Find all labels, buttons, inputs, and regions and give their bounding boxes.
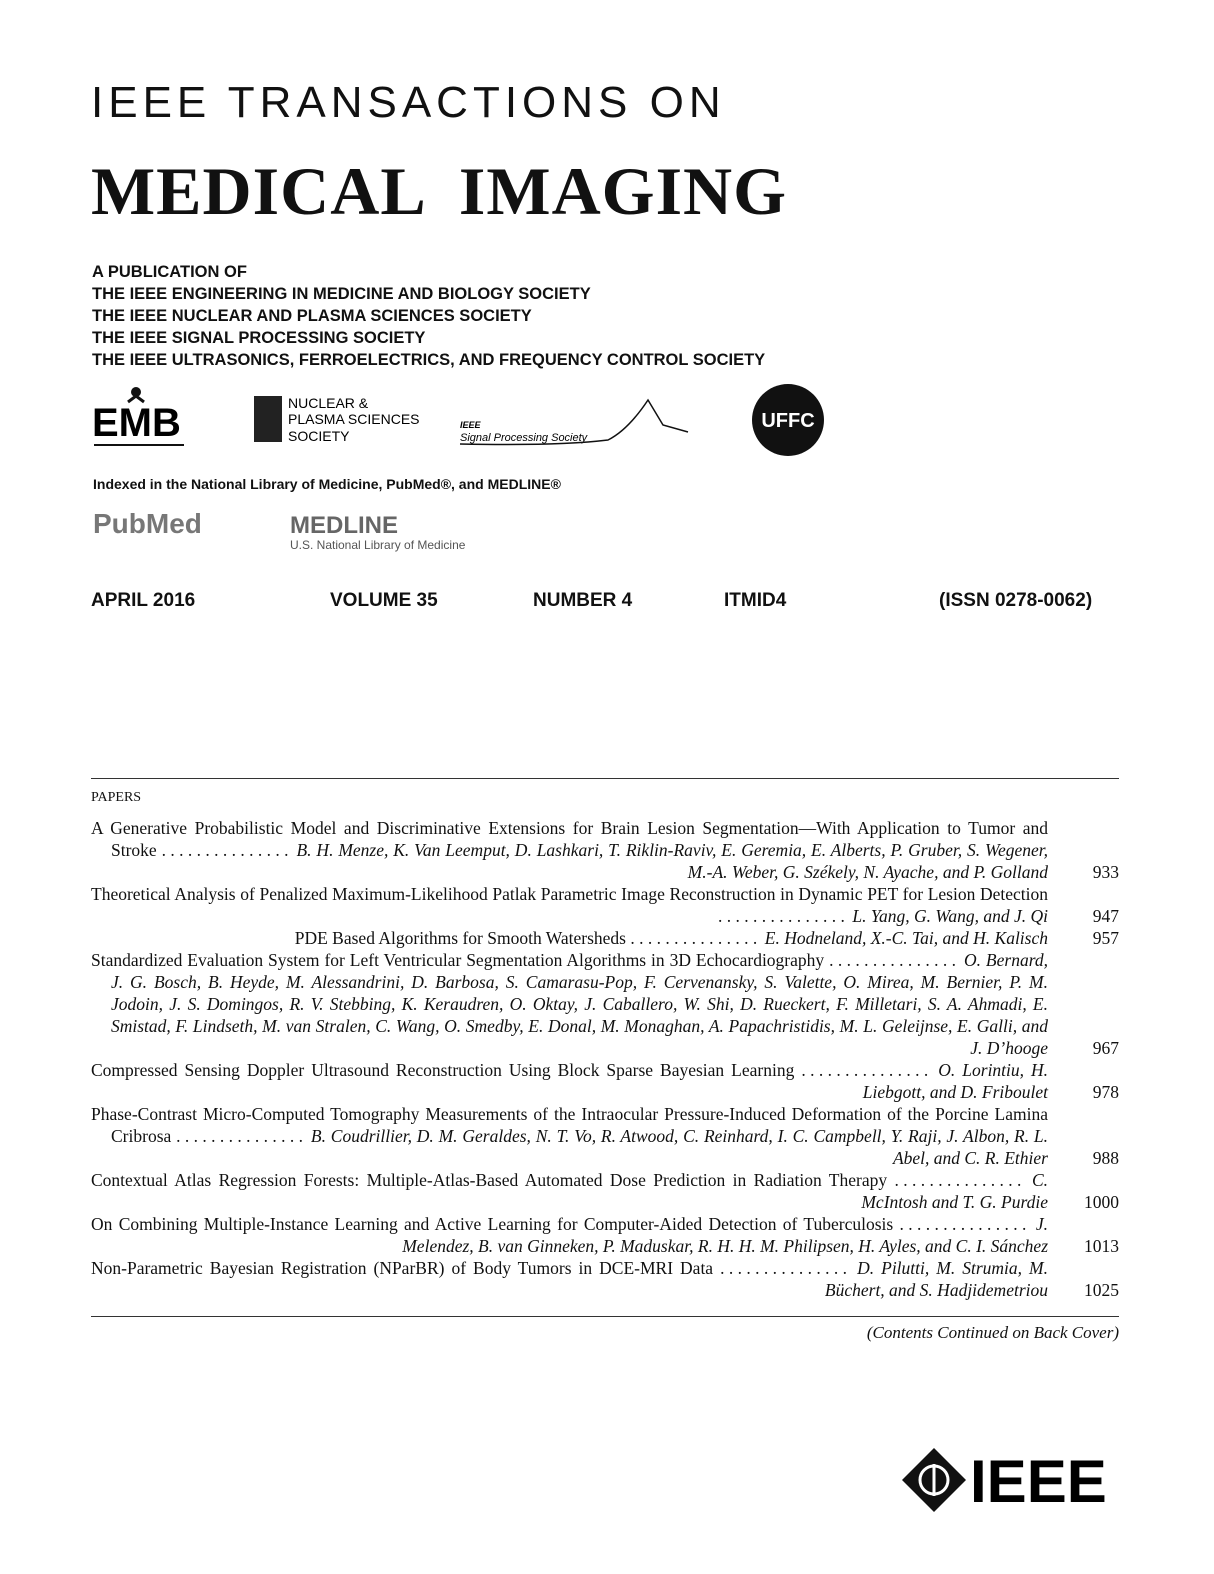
paper-body: Compressed Sensing Doppler Ultrasound Re… xyxy=(91,1059,1048,1103)
paper-authors: D. Pilutti, M. Strumia, M. Büchert, and … xyxy=(824,1258,1048,1300)
paper-body: Non-Parametric Bayesian Registration (NP… xyxy=(91,1257,1048,1301)
paper-authors: L. Yang, G. Wang, and J. Qi xyxy=(852,906,1048,926)
paper-title: PDE Based Algorithms for Smooth Watershe… xyxy=(294,928,626,948)
paper-authors: O. Bernard, J. G. Bosch, B. Heyde, M. Al… xyxy=(111,950,1048,1058)
paper-title: Contextual Atlas Regression Forests: Mul… xyxy=(91,1170,888,1190)
nps-logo-line: SOCIETY xyxy=(288,428,350,444)
paper-page: 1013 xyxy=(1084,1236,1119,1256)
sps-logo-ieee: IEEE xyxy=(460,420,482,430)
publication-line: THE IEEE ENGINEERING IN MEDICINE AND BIO… xyxy=(92,285,591,303)
paper-title: On Combining Multiple-Instance Learning … xyxy=(91,1214,894,1234)
paper-title: Standardized Evaluation System for Left … xyxy=(91,950,825,970)
journal-title: MEDICAL IMAGING xyxy=(91,153,788,229)
paper-body: Phase-Contrast Micro-Computed Tomography… xyxy=(91,1103,1048,1169)
publication-line: A PUBLICATION OF xyxy=(92,263,247,281)
rule xyxy=(91,778,1119,779)
pubmed-logo: PubMed xyxy=(93,508,202,539)
paper-page: 978 xyxy=(1092,1082,1119,1102)
issue-date: APRIL 2016 xyxy=(91,590,196,611)
paper-entry: Standardized Evaluation System for Left … xyxy=(91,949,1119,1059)
ieee-logo: IEEE xyxy=(902,1448,1107,1515)
leader xyxy=(801,1059,931,1081)
medline-logo: MEDLINE xyxy=(290,512,398,539)
paper-authors: B. Coudrillier, D. M. Geraldes, N. T. Vo… xyxy=(310,1126,1048,1168)
paper-authors: O. Lorintiu, H. Liebgott, and D. Friboul… xyxy=(862,1060,1049,1102)
issn: (ISSN 0278-0062) xyxy=(939,590,1093,611)
paper-body: On Combining Multiple-Instance Learning … xyxy=(91,1213,1048,1257)
paper-entry: PDE Based Algorithms for Smooth Watershe… xyxy=(91,927,1119,949)
publication-line: THE IEEE NUCLEAR AND PLASMA SCIENCES SOC… xyxy=(92,307,532,325)
paper-entry: A Generative Probabilistic Model and Dis… xyxy=(91,817,1119,883)
paper-title: Theoretical Analysis of Penalized Maximu… xyxy=(91,884,1048,904)
leader xyxy=(162,839,292,861)
journal-series: IEEE TRANSACTIONS ON xyxy=(91,78,726,127)
section-heading: PAPERS xyxy=(91,790,142,805)
paper-page: 1000 xyxy=(1084,1192,1119,1212)
paper-page: 1025 xyxy=(1084,1280,1119,1300)
rule xyxy=(91,1316,1119,1317)
paper-authors: E. Hodneland, X.-C. Tai, and H. Kalisch xyxy=(764,928,1048,948)
paper-authors: C. McIntosh and T. G. Purdie xyxy=(861,1170,1048,1212)
sps-logo-text: Signal Processing Society xyxy=(460,432,589,444)
society-logos: EMB NUCLEAR & PLASMA SCIENCES SOCIETY IE… xyxy=(92,384,824,456)
paper-authors: J. Melendez, B. van Ginneken, P. Maduska… xyxy=(402,1214,1049,1256)
paper-page: 967 xyxy=(1092,1038,1119,1058)
paper-list: A Generative Probabilistic Model and Dis… xyxy=(91,817,1119,1301)
publication-line: THE IEEE SIGNAL PROCESSING SOCIETY xyxy=(92,329,426,347)
paper-title: Compressed Sensing Doppler Ultrasound Re… xyxy=(91,1060,795,1080)
emb-logo: EMB xyxy=(92,401,181,445)
paper-entry: Phase-Contrast Micro-Computed Tomography… xyxy=(91,1103,1119,1169)
index-note: Indexed in the National Library of Medic… xyxy=(93,476,561,492)
continued-note: (Contents Continued on Back Cover) xyxy=(866,1323,1119,1342)
paper-body: PDE Based Algorithms for Smooth Watershe… xyxy=(91,927,1048,949)
publication-lines: A PUBLICATION OF THE IEEE ENGINEERING IN … xyxy=(92,261,765,371)
issue-volume: VOLUME 35 xyxy=(330,590,438,611)
leader xyxy=(895,1169,1025,1191)
paper-entry: Theoretical Analysis of Penalized Maximu… xyxy=(91,883,1119,927)
leader xyxy=(718,905,848,927)
ieee-wordmark: IEEE xyxy=(970,1448,1107,1515)
paper-entry: Non-Parametric Bayesian Registration (NP… xyxy=(91,1257,1119,1301)
leader xyxy=(829,949,959,971)
issue-code: ITMID4 xyxy=(724,590,787,611)
nps-logo-line: NUCLEAR & xyxy=(288,395,369,411)
medline-subtitle: U.S. National Library of Medicine xyxy=(290,538,466,552)
paper-body: Standardized Evaluation System for Left … xyxy=(91,949,1048,1059)
paper-entry: Contextual Atlas Regression Forests: Mul… xyxy=(91,1169,1119,1213)
leader xyxy=(630,927,760,949)
paper-entry: On Combining Multiple-Instance Learning … xyxy=(91,1213,1119,1257)
paper-title: Phase-Contrast Micro-Computed Tomography… xyxy=(91,1104,1048,1146)
paper-body: A Generative Probabilistic Model and Dis… xyxy=(91,817,1048,883)
publication-line: THE IEEE ULTRASONICS, FERROELECTRICS, AN… xyxy=(92,351,766,369)
paper-page: 947 xyxy=(1092,906,1119,926)
paper-page: 988 xyxy=(1092,1148,1119,1168)
paper-entry: Compressed Sensing Doppler Ultrasound Re… xyxy=(91,1059,1119,1103)
paper-body: Theoretical Analysis of Penalized Maximu… xyxy=(91,883,1048,927)
leader xyxy=(720,1257,850,1279)
paper-body: Contextual Atlas Regression Forests: Mul… xyxy=(91,1169,1048,1213)
paper-title: Non-Parametric Bayesian Registration (NP… xyxy=(91,1258,714,1278)
uffc-logo: UFFC xyxy=(761,410,814,432)
leader xyxy=(176,1125,306,1147)
leader xyxy=(900,1213,1030,1235)
paper-title: A Generative Probabilistic Model and Dis… xyxy=(91,818,1048,860)
nps-logo-line: PLASMA SCIENCES xyxy=(288,411,420,427)
paper-page: 957 xyxy=(1092,928,1119,948)
paper-authors: B. H. Menze, K. Van Leemput, D. Lashkari… xyxy=(296,840,1049,882)
issue-number: NUMBER 4 xyxy=(533,590,633,611)
paper-page: 933 xyxy=(1092,862,1119,882)
